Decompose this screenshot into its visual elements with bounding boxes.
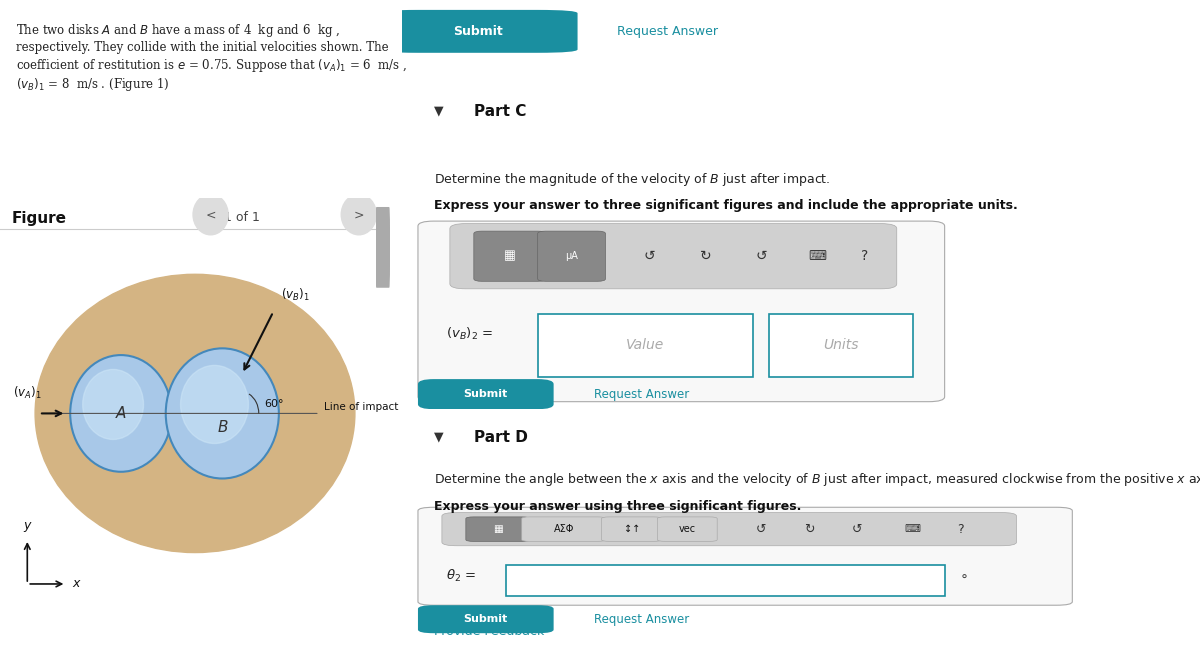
Text: Figure: Figure [12, 211, 67, 226]
Circle shape [83, 370, 144, 440]
Text: Express your answer using three significant figures.: Express your answer using three signific… [434, 500, 802, 513]
FancyBboxPatch shape [418, 221, 944, 402]
Text: ▦: ▦ [493, 524, 503, 534]
Text: ↺: ↺ [643, 249, 655, 263]
Text: AΣΦ: AΣΦ [554, 524, 574, 534]
Circle shape [180, 366, 248, 444]
Text: ↺: ↺ [756, 523, 767, 536]
Text: Request Answer: Request Answer [594, 387, 689, 401]
FancyBboxPatch shape [418, 379, 553, 409]
Text: Part D: Part D [474, 430, 528, 445]
Text: Request Answer: Request Answer [618, 25, 719, 38]
FancyBboxPatch shape [658, 517, 718, 541]
Circle shape [193, 195, 228, 235]
Text: <: < [205, 208, 216, 221]
FancyBboxPatch shape [538, 314, 754, 377]
FancyBboxPatch shape [418, 605, 553, 633]
Text: ▦: ▦ [504, 249, 516, 263]
Text: ↺: ↺ [755, 249, 767, 263]
Text: ↻: ↻ [700, 249, 712, 263]
FancyBboxPatch shape [522, 517, 606, 541]
Text: ↕↑: ↕↑ [624, 524, 640, 534]
Text: Submit: Submit [463, 389, 508, 399]
Text: vec: vec [679, 524, 696, 534]
Text: Determine the magnitude of the velocity of $B$ just after impact.: Determine the magnitude of the velocity … [434, 171, 830, 188]
Text: Submit: Submit [452, 25, 503, 38]
Text: °: ° [960, 574, 967, 588]
Text: $(v_B)_2$ =: $(v_B)_2$ = [446, 326, 493, 342]
FancyBboxPatch shape [769, 314, 913, 377]
FancyBboxPatch shape [376, 207, 390, 288]
Circle shape [166, 348, 278, 478]
Text: Units: Units [823, 338, 859, 352]
Text: ↻: ↻ [804, 523, 815, 536]
Text: Express your answer to three significant figures and include the appropriate uni: Express your answer to three significant… [434, 199, 1018, 211]
FancyBboxPatch shape [466, 517, 529, 541]
FancyBboxPatch shape [474, 231, 546, 281]
Text: ?: ? [862, 249, 869, 263]
Text: $A$: $A$ [115, 405, 127, 422]
Circle shape [70, 355, 172, 472]
FancyBboxPatch shape [601, 517, 661, 541]
Text: Provide Feedback: Provide Feedback [434, 626, 544, 638]
Text: ⌨: ⌨ [905, 524, 920, 534]
Text: $(v_B)_1$: $(v_B)_1$ [281, 286, 310, 303]
FancyBboxPatch shape [450, 224, 896, 289]
Text: $(v_A)_1$: $(v_A)_1$ [13, 385, 42, 401]
FancyBboxPatch shape [418, 508, 1073, 605]
Text: Part C: Part C [474, 104, 526, 119]
Text: ⌨: ⌨ [808, 249, 826, 263]
Ellipse shape [35, 275, 355, 552]
Text: ↺: ↺ [852, 523, 862, 536]
Text: Request Answer: Request Answer [594, 612, 689, 626]
Text: >: > [354, 208, 364, 221]
Text: Determine the angle between the $x$ axis and the velocity of $B$ just after impa: Determine the angle between the $x$ axis… [434, 471, 1200, 488]
Text: μA: μA [565, 251, 578, 261]
Circle shape [341, 195, 377, 235]
FancyBboxPatch shape [538, 231, 606, 281]
Text: Submit: Submit [463, 614, 508, 624]
Text: $B$: $B$ [216, 419, 228, 435]
Text: x: x [72, 578, 79, 591]
Text: Line of impact: Line of impact [324, 402, 398, 412]
FancyBboxPatch shape [505, 565, 944, 597]
Text: 1 of 1: 1 of 1 [224, 211, 259, 224]
Text: ?: ? [958, 523, 964, 536]
Text: 60°: 60° [265, 399, 284, 409]
FancyBboxPatch shape [442, 513, 1016, 546]
FancyBboxPatch shape [378, 10, 577, 53]
Text: ▼: ▼ [434, 105, 444, 117]
Text: y: y [24, 519, 31, 533]
Text: The two disks $A$ and $B$ have a mass of 4  kg and 6  kg ,
respectively. They co: The two disks $A$ and $B$ have a mass of… [16, 22, 407, 93]
Text: Value: Value [626, 338, 665, 352]
Text: $\theta_2$ =: $\theta_2$ = [446, 568, 476, 583]
Text: ▼: ▼ [434, 431, 444, 444]
